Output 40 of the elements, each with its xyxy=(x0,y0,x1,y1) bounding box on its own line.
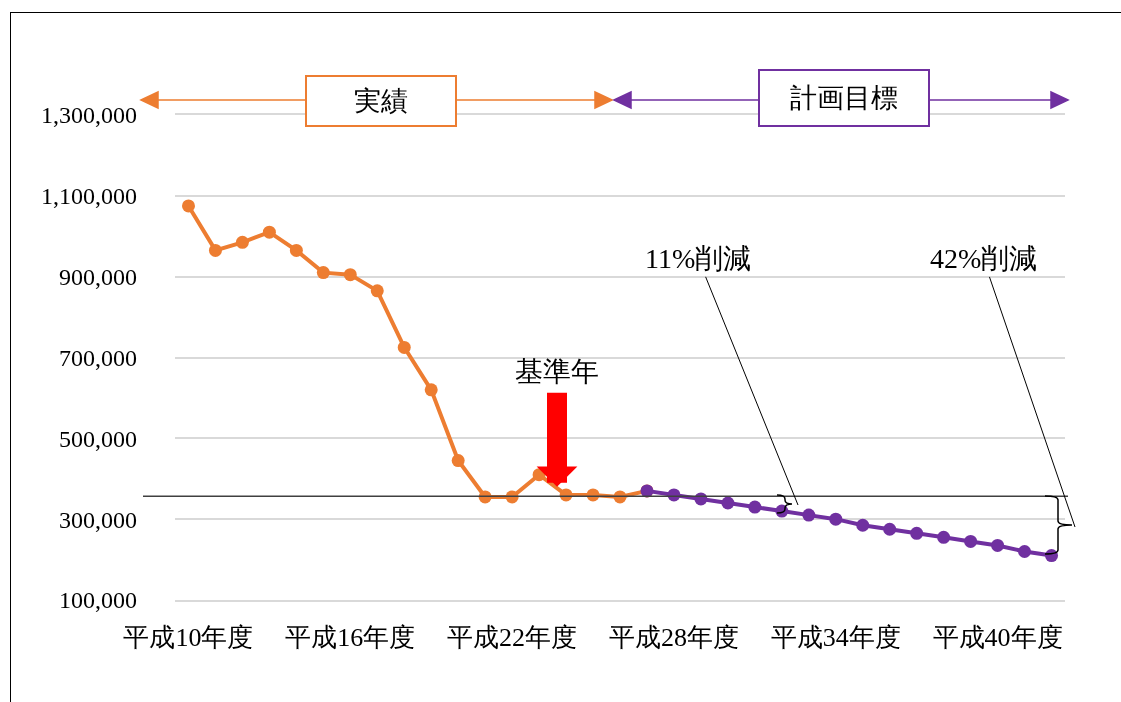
point xyxy=(370,284,384,298)
point xyxy=(748,500,762,514)
point xyxy=(208,243,222,257)
point xyxy=(397,340,411,354)
y-tick-label: 1,300,000 xyxy=(41,102,137,129)
point xyxy=(991,538,1005,552)
point xyxy=(802,508,816,522)
x-tick-label: 平成22年度 xyxy=(447,622,578,652)
x-tick-label: 平成34年度 xyxy=(770,622,901,652)
text: 計画目標 xyxy=(790,83,898,113)
annotation: 11%削減 xyxy=(645,243,752,274)
y-tick-label: 500,000 xyxy=(59,425,137,452)
y-tick-label: 1,100,000 xyxy=(41,183,137,210)
point xyxy=(1018,545,1032,558)
point xyxy=(829,512,843,526)
x-tick-label: 平成10年度 xyxy=(123,622,254,652)
point xyxy=(343,268,357,282)
y-tick-label: 300,000 xyxy=(59,506,137,533)
point xyxy=(316,266,330,280)
point xyxy=(937,530,951,544)
point xyxy=(262,225,276,239)
point xyxy=(289,243,303,257)
point xyxy=(883,522,897,536)
point xyxy=(856,518,870,532)
x-tick-label: 平成28年度 xyxy=(608,622,739,652)
point xyxy=(910,526,924,540)
point xyxy=(964,534,978,548)
point xyxy=(235,235,249,249)
point xyxy=(721,496,735,510)
annotation: 基準年 xyxy=(515,356,599,387)
x-tick-label: 平成16年度 xyxy=(285,622,416,652)
text: 実績 xyxy=(354,86,408,116)
point xyxy=(424,383,438,397)
point xyxy=(451,454,465,468)
y-tick-label: 100,000 xyxy=(59,587,137,614)
annotation: 42%削減 xyxy=(930,243,1038,274)
point xyxy=(181,199,195,213)
y-tick-label: 700,000 xyxy=(59,344,137,371)
x-tick-label: 平成40年度 xyxy=(932,622,1063,652)
y-tick-label: 900,000 xyxy=(59,264,137,291)
